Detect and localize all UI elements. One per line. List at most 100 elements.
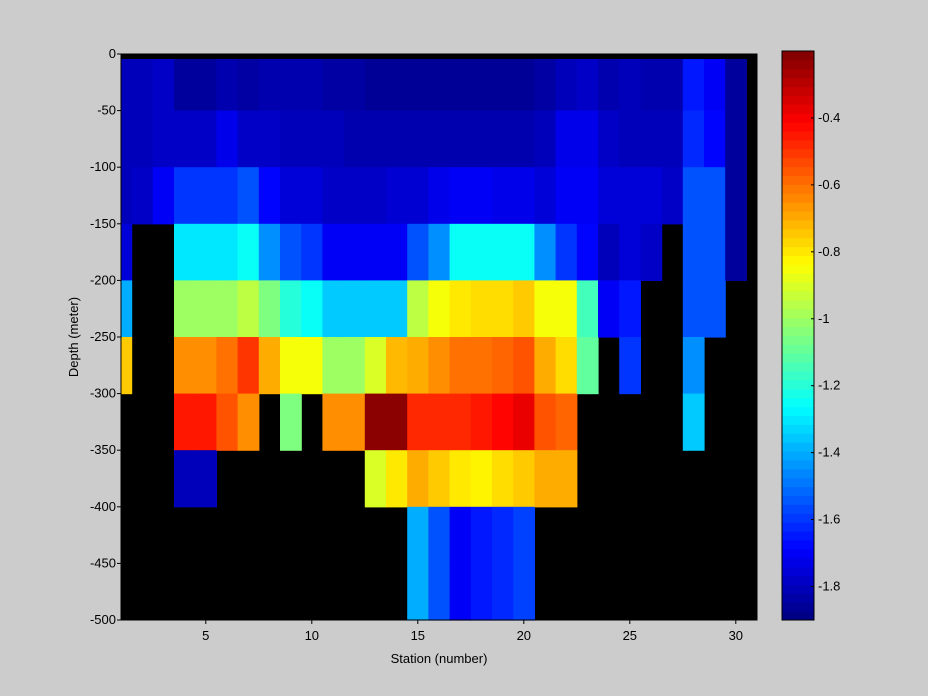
heatmap-cell — [492, 337, 514, 395]
heatmap-cell — [237, 167, 260, 225]
heatmap-cell — [195, 167, 217, 225]
heatmap-cell — [682, 393, 705, 451]
heatmap-cell — [216, 280, 239, 338]
heatmap-cell — [598, 54, 620, 112]
heatmap-cell — [492, 563, 514, 621]
heatmap-cell — [492, 110, 514, 168]
colorbar-segment — [782, 273, 814, 283]
colorbar-segment — [782, 495, 814, 505]
heatmap-cell — [386, 280, 408, 338]
heatmap-cell — [449, 506, 472, 564]
heatmap-cell — [470, 167, 493, 225]
colorbar-segment — [782, 282, 814, 292]
heatmap-cell — [725, 167, 747, 225]
heatmap-cell — [534, 337, 557, 395]
x-tick-label: 25 — [623, 628, 637, 643]
colorbar-segment — [782, 344, 814, 354]
colorbar-segment — [782, 362, 814, 372]
heatmap-cell — [322, 223, 345, 281]
heatmap-cell — [513, 110, 535, 168]
heatmap-cell — [470, 337, 493, 395]
colorbar-segment — [782, 335, 814, 345]
heatmap-cell — [322, 337, 345, 395]
heatmap-cell — [121, 280, 133, 338]
heatmap-cell — [492, 450, 514, 508]
heatmap-cell — [280, 393, 302, 451]
colorbar-segment — [782, 193, 814, 203]
heatmap-cell — [364, 280, 387, 338]
heatmap-cell — [619, 167, 641, 225]
heatmap-cell — [470, 450, 493, 508]
heatmap-cell — [174, 337, 196, 395]
heatmap-cell — [470, 506, 493, 564]
heatmap-cell — [343, 167, 366, 225]
colorbar-segment — [782, 228, 814, 239]
heatmap-cell — [428, 54, 451, 112]
heatmap-cell — [216, 337, 239, 395]
heatmap-cell — [322, 280, 345, 338]
heatmap-cell — [682, 337, 705, 395]
heatmap-cell — [513, 563, 535, 621]
heatmap-cell — [195, 54, 217, 112]
heatmap-cell — [322, 167, 345, 225]
heatmap-cell — [195, 393, 217, 451]
heatmap-cell — [407, 280, 429, 338]
heatmap-cell — [704, 223, 726, 281]
heatmap-cell — [576, 337, 599, 395]
heatmap-cell — [195, 110, 217, 168]
y-tick-label: -100 — [90, 159, 116, 174]
heatmap-cell — [598, 110, 620, 168]
heatmap-cell — [619, 223, 641, 281]
heatmap-cell — [576, 110, 599, 168]
colorbar-tick-label: -1.2 — [818, 378, 840, 393]
heatmap-cell — [407, 110, 429, 168]
heatmap-cell — [322, 393, 345, 451]
heatmap-cell — [152, 54, 175, 112]
heatmap-cell — [343, 393, 366, 451]
colorbar-segment — [782, 175, 814, 185]
y-tick-label: -250 — [90, 329, 116, 344]
colorbar-segment — [782, 531, 814, 541]
heatmap-cell — [280, 110, 302, 168]
colorbar-segment — [782, 557, 814, 568]
heatmap-cell — [386, 450, 408, 508]
heatmap-cell — [513, 337, 535, 395]
colorbar-segment — [782, 51, 814, 61]
heatmap-cell — [428, 450, 451, 508]
heatmap-cell — [174, 280, 196, 338]
heatmap-cell — [364, 393, 387, 451]
heatmap-cells — [121, 54, 747, 621]
colorbar-segment — [782, 593, 814, 603]
heatmap-cell — [470, 54, 493, 112]
heatmap-cell — [492, 223, 514, 281]
heatmap-cell — [555, 54, 578, 112]
heatmap-cell — [121, 223, 133, 281]
y-tick-label: -450 — [90, 555, 116, 570]
heatmap-cell — [258, 110, 281, 168]
heatmap-cell — [280, 167, 302, 225]
heatmap-cell — [492, 167, 514, 225]
heatmap-cell — [513, 167, 535, 225]
heatmap-cell — [364, 223, 387, 281]
heatmap-cell — [121, 54, 133, 112]
heatmap-cell — [237, 393, 260, 451]
surface-no-data-band — [121, 54, 757, 59]
heatmap-cell — [576, 223, 599, 281]
heatmap-cell — [195, 223, 217, 281]
heatmap-cell — [449, 337, 472, 395]
heatmap-cell — [407, 563, 429, 621]
heatmap-cell — [598, 280, 620, 338]
heatmap-cell — [470, 110, 493, 168]
colorbar-segment — [782, 202, 814, 212]
heatmap-cell — [661, 54, 684, 112]
heatmap-cell — [195, 450, 217, 508]
heatmap-cell — [449, 54, 472, 112]
heatmap-cell — [449, 223, 472, 281]
colorbar-segment — [782, 77, 814, 88]
heatmap-cell — [152, 110, 175, 168]
heatmap-cell — [619, 280, 641, 338]
colorbar-segment — [782, 317, 814, 328]
heatmap-cell — [492, 393, 514, 451]
heatmap-cell — [682, 110, 705, 168]
heatmap-cell — [513, 280, 535, 338]
